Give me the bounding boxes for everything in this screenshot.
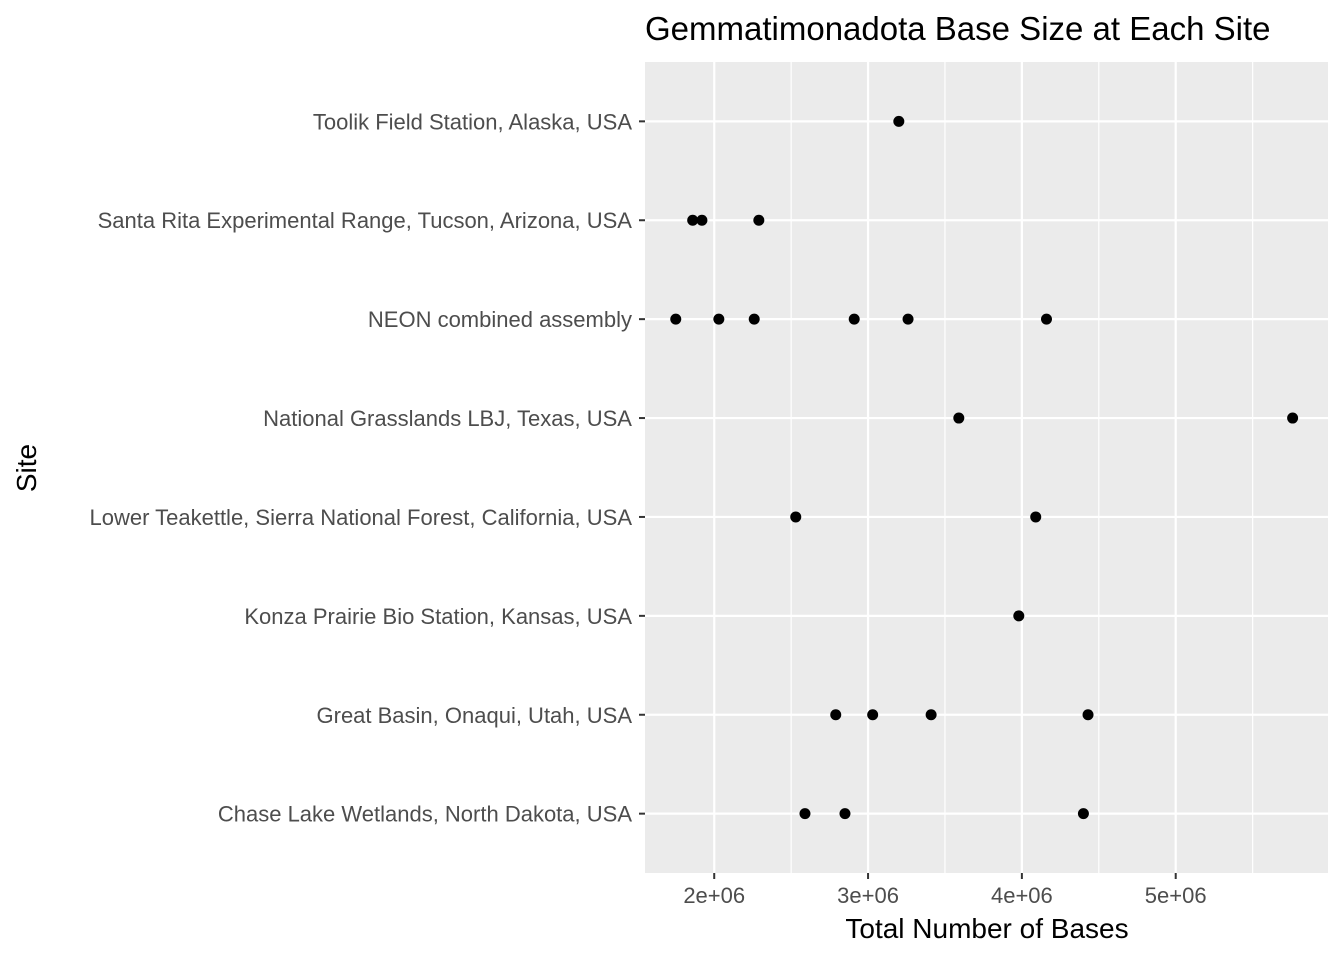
x-tick-label: 3e+06 — [837, 883, 899, 908]
data-point — [1013, 610, 1025, 622]
data-point — [925, 709, 937, 721]
data-point — [713, 313, 725, 325]
y-tick-label: Konza Prairie Bio Station, Kansas, USA — [244, 604, 632, 629]
data-point — [1287, 412, 1299, 424]
data-point — [830, 709, 842, 721]
data-point — [1077, 808, 1089, 820]
y-tick-label: Toolik Field Station, Alaska, USA — [313, 109, 632, 134]
data-point — [687, 214, 699, 226]
data-point — [753, 214, 765, 226]
data-point — [799, 808, 811, 820]
data-point — [1082, 709, 1094, 721]
y-tick-label: Lower Teakettle, Sierra National Forest,… — [89, 505, 632, 530]
data-point — [1040, 313, 1052, 325]
data-points — [670, 115, 1299, 820]
chart-title: Gemmatimonadota Base Size at Each Site — [645, 10, 1271, 47]
data-point — [670, 313, 682, 325]
data-point — [867, 709, 879, 721]
data-point — [1030, 511, 1042, 523]
x-tick-label: 5e+06 — [1145, 883, 1207, 908]
data-point — [902, 313, 914, 325]
data-point — [893, 115, 905, 127]
y-tick-label: Santa Rita Experimental Range, Tucson, A… — [98, 208, 633, 233]
x-tick-label: 4e+06 — [991, 883, 1053, 908]
data-point — [696, 214, 708, 226]
x-tick-label: 2e+06 — [683, 883, 745, 908]
grid-minor — [790, 62, 1254, 873]
y-tick-label: Great Basin, Onaqui, Utah, USA — [317, 703, 633, 728]
y-tick-label: National Grasslands LBJ, Texas, USA — [263, 406, 632, 431]
y-tick-label: Chase Lake Wetlands, North Dakota, USA — [218, 802, 632, 827]
data-point — [848, 313, 860, 325]
plot-panel — [645, 62, 1328, 873]
y-axis: Toolik Field Station, Alaska, USA Santa R… — [89, 109, 645, 827]
data-point — [748, 313, 760, 325]
x-axis-title: Total Number of Bases — [845, 913, 1128, 944]
data-point — [839, 808, 851, 820]
x-axis: 2e+06 3e+06 4e+06 5e+06 — [683, 873, 1207, 908]
y-tick-label: NEON combined assembly — [368, 307, 632, 332]
data-point — [790, 511, 802, 523]
y-axis-title: Site — [11, 444, 42, 492]
data-point — [953, 412, 965, 424]
